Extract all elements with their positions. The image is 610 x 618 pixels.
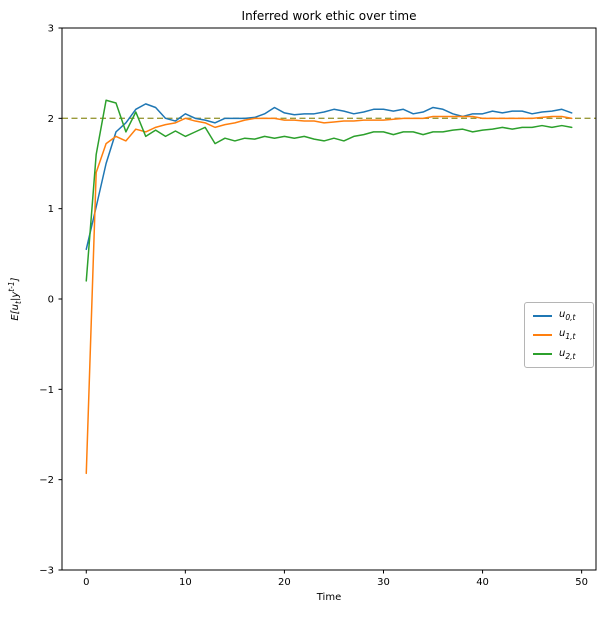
legend-item: u2,t [533, 348, 585, 361]
plot-border [61, 27, 597, 571]
legend-label-u1: u1,t [559, 328, 576, 342]
legend-item: u1,t [533, 328, 585, 341]
y-tick-label: −3 [39, 566, 54, 577]
legend-line-swatch-u0 [533, 314, 552, 317]
x-tick-label: 10 [179, 577, 192, 588]
y-tick-label: 3 [48, 24, 54, 35]
series-line-u1 [85, 115, 573, 475]
y-tick-label: 0 [48, 295, 54, 306]
y-tick-label: −1 [39, 385, 54, 396]
x-tick-label: 0 [83, 577, 89, 588]
legend-label-u0: u0,t [559, 309, 576, 322]
y-tick-label: −2 [39, 475, 54, 486]
series-line-u0 [85, 103, 573, 251]
x-axis-label: Time [316, 592, 342, 603]
x-tick-label: 30 [377, 577, 390, 588]
legend-line-swatch-u2 [533, 353, 552, 356]
x-tick-label: 50 [575, 577, 588, 588]
legend: u0,t u1,t u2,t [524, 302, 594, 368]
legend-line-swatch-u1 [533, 333, 552, 336]
series-line-u2 [85, 99, 573, 282]
legend-label-u2: u2,t [559, 347, 576, 361]
x-tick-label: 40 [476, 577, 489, 588]
y-tick-label: 1 [48, 204, 54, 215]
chart-title: Inferred work ethic over time [241, 9, 417, 23]
y-tick-label: 2 [48, 114, 54, 125]
y-axis-label: E[ut|yt-1] [6, 277, 24, 321]
legend-item: u0,t [533, 309, 585, 322]
x-tick-label: 20 [278, 577, 291, 588]
